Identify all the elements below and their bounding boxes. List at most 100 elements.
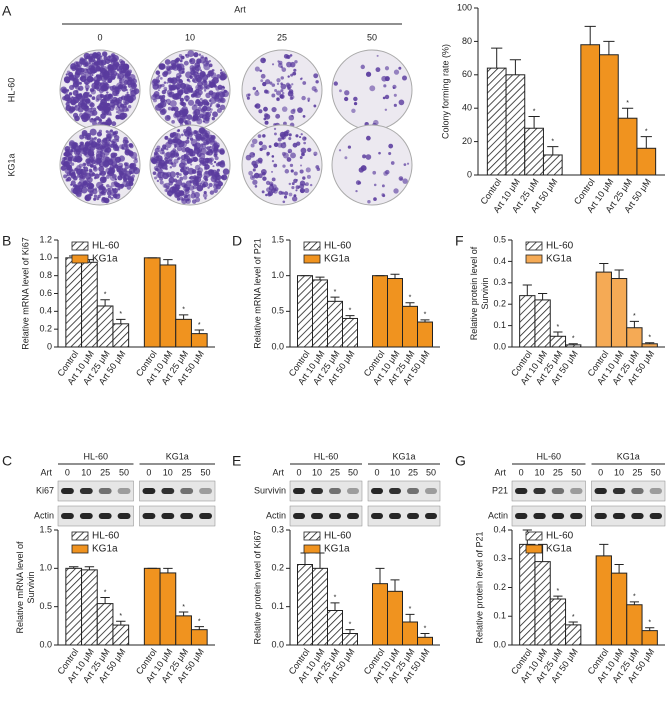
colony bbox=[295, 134, 299, 138]
blot-band bbox=[142, 488, 156, 494]
colony bbox=[172, 107, 176, 111]
error-bar bbox=[194, 626, 205, 630]
colony bbox=[179, 97, 184, 102]
colony bbox=[384, 108, 388, 111]
bar bbox=[599, 54, 619, 176]
colony bbox=[82, 181, 89, 188]
colony bbox=[113, 143, 118, 149]
colony bbox=[97, 57, 101, 61]
blot-band bbox=[649, 488, 662, 494]
colony bbox=[153, 80, 160, 86]
blot-band bbox=[293, 513, 305, 519]
colony bbox=[190, 163, 193, 166]
colony bbox=[176, 64, 181, 69]
colony bbox=[187, 99, 195, 106]
colony bbox=[103, 141, 110, 148]
colony bbox=[179, 94, 182, 97]
colony bbox=[189, 57, 196, 65]
colony bbox=[187, 50, 195, 58]
blot-band bbox=[371, 488, 383, 494]
colony bbox=[188, 151, 194, 157]
colony bbox=[254, 66, 260, 72]
blot-dose: 0 bbox=[374, 467, 379, 477]
error-bar bbox=[100, 596, 110, 604]
y-tick-label: 0 bbox=[467, 169, 472, 179]
colony bbox=[204, 177, 209, 182]
colony bbox=[280, 89, 284, 93]
bar bbox=[190, 629, 208, 646]
significance: * bbox=[334, 595, 337, 602]
error-bar bbox=[629, 320, 639, 328]
colony bbox=[210, 108, 213, 111]
colony bbox=[206, 157, 213, 164]
legend-label: HL-60 bbox=[546, 241, 574, 252]
colony bbox=[110, 53, 116, 59]
panel-letter: F bbox=[455, 233, 464, 249]
colony bbox=[181, 55, 185, 60]
colony bbox=[400, 177, 403, 181]
colony bbox=[219, 162, 226, 168]
bar bbox=[417, 321, 433, 348]
colony bbox=[171, 62, 177, 68]
colony bbox=[180, 158, 186, 164]
blot-membrane bbox=[511, 505, 586, 527]
colony bbox=[118, 183, 124, 189]
blot-protein: Actin bbox=[488, 510, 508, 520]
colony bbox=[106, 91, 109, 94]
colony bbox=[119, 70, 123, 74]
colony bbox=[129, 98, 133, 102]
colony bbox=[199, 163, 202, 166]
colony bbox=[192, 185, 197, 190]
bar bbox=[549, 598, 567, 646]
colony bbox=[107, 187, 111, 192]
blot-membrane bbox=[511, 480, 586, 502]
colony bbox=[220, 73, 228, 81]
blot-protein: Actin bbox=[34, 510, 54, 520]
significance: * bbox=[648, 335, 651, 342]
blot-band bbox=[161, 488, 175, 494]
colony bbox=[193, 143, 198, 148]
colony bbox=[271, 63, 275, 66]
colony bbox=[89, 102, 95, 108]
blot-membrane bbox=[139, 505, 216, 527]
y-tick-label: 0.2 bbox=[493, 582, 506, 592]
colony bbox=[290, 169, 294, 173]
colony bbox=[392, 86, 395, 89]
colony bbox=[199, 56, 207, 64]
colony bbox=[124, 164, 130, 170]
blot-dose: 0 bbox=[65, 467, 70, 477]
legend-swatch bbox=[71, 531, 89, 541]
colony bbox=[106, 136, 109, 139]
y-tick-label: 1.5 bbox=[39, 524, 52, 534]
colony bbox=[369, 85, 376, 92]
significance: * bbox=[648, 620, 651, 627]
colony bbox=[168, 84, 175, 91]
colony bbox=[289, 163, 294, 168]
colony bbox=[258, 173, 263, 179]
colony bbox=[84, 136, 88, 140]
bar bbox=[96, 305, 114, 348]
colony bbox=[186, 128, 193, 135]
colony bbox=[133, 88, 140, 95]
colony bbox=[107, 66, 110, 69]
colony bbox=[366, 135, 371, 141]
colony bbox=[104, 149, 108, 153]
y-tick-label: 0.5 bbox=[493, 234, 506, 244]
colony bbox=[279, 131, 286, 138]
error-bar bbox=[100, 299, 110, 306]
colony bbox=[185, 198, 191, 204]
colony bbox=[92, 107, 97, 112]
colony bbox=[381, 75, 388, 82]
colony bbox=[186, 136, 190, 140]
colony bbox=[307, 97, 311, 101]
colony bbox=[113, 134, 120, 141]
colony bbox=[271, 159, 275, 163]
error-bar bbox=[509, 59, 522, 75]
colony bbox=[164, 188, 168, 192]
colonies bbox=[338, 135, 410, 204]
blot-dose: 25 bbox=[632, 467, 642, 477]
colony bbox=[205, 146, 208, 149]
y-tick-label: 1.5 bbox=[271, 234, 284, 244]
colony bbox=[283, 195, 288, 199]
legend-label: HL-60 bbox=[324, 531, 352, 542]
